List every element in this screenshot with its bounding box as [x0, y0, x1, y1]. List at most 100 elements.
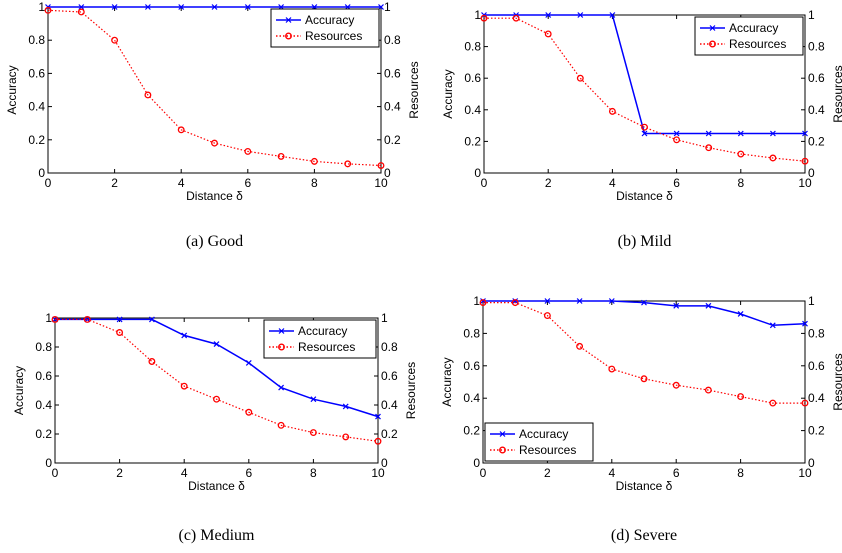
x-tick-label: 0 — [52, 466, 59, 480]
data-point-marker — [769, 154, 777, 162]
y-right-tick-label: 0.2 — [808, 424, 825, 438]
data-point-marker — [673, 302, 680, 309]
x-tick-label: 2 — [111, 176, 118, 190]
y-right-tick-label: 0.4 — [381, 398, 398, 412]
x-tick-label: 10 — [798, 466, 812, 480]
x-tick-label: 10 — [798, 176, 812, 190]
marker-stroke — [769, 322, 776, 329]
x-tick-label: 4 — [609, 176, 616, 190]
y-right-tick-label: 1 — [808, 294, 815, 308]
data-point-marker — [44, 6, 52, 14]
marker-stroke — [577, 12, 584, 18]
data-point-marker — [245, 360, 252, 366]
data-point-marker — [181, 332, 188, 339]
data-point-marker — [342, 433, 350, 441]
data-point-marker — [641, 299, 647, 306]
data-point-marker — [672, 381, 680, 389]
series-line-resources — [55, 318, 379, 442]
y-right-tick-label: 0.8 — [808, 326, 825, 340]
legend-label: Resources — [729, 37, 786, 51]
marker-stroke — [705, 130, 712, 137]
data-point-marker — [704, 386, 712, 394]
y-left-tick-label: 0.2 — [28, 133, 45, 147]
data-point-marker — [83, 316, 91, 323]
data-point-marker — [705, 130, 712, 137]
data-point-marker — [802, 130, 808, 137]
data-point-marker — [51, 316, 59, 323]
x-tick-label: 4 — [178, 176, 185, 190]
legend-label: Resources — [519, 443, 576, 457]
y-right-tick-label: 0.8 — [384, 33, 401, 47]
y-left-tick-label: 0.2 — [464, 134, 481, 148]
marker-stroke — [181, 332, 188, 339]
data-point-marker — [177, 126, 185, 134]
x-tick-label: 2 — [116, 466, 123, 480]
data-point-marker — [111, 4, 118, 10]
x-tick-label: 8 — [311, 176, 318, 190]
data-point-marker — [144, 4, 151, 10]
x-tick-label: 0 — [480, 466, 487, 480]
x-tick-label: 4 — [608, 466, 615, 480]
marker-stroke — [245, 360, 252, 366]
x-tick-label: 2 — [545, 176, 552, 190]
marker-stroke — [705, 302, 712, 309]
data-point-marker — [640, 375, 648, 383]
legend-marker — [499, 446, 506, 454]
data-point-marker — [576, 74, 584, 82]
data-point-marker — [705, 302, 712, 309]
x-tick-label: 6 — [245, 466, 252, 480]
y-right-tick-label: 0.6 — [381, 369, 398, 383]
data-point-marker — [144, 91, 152, 99]
y-right-tick-label: 1 — [808, 8, 815, 22]
y-left-tick-label: 1 — [474, 8, 481, 22]
data-point-marker — [244, 4, 251, 10]
x-tick-label: 6 — [673, 176, 680, 190]
x-tick-label: 6 — [244, 176, 251, 190]
legend-label: Resources — [305, 29, 362, 43]
data-point-marker — [148, 358, 156, 365]
data-point-marker — [479, 299, 487, 307]
data-point-marker — [310, 396, 317, 403]
data-point-marker — [111, 36, 119, 44]
data-point-marker — [576, 342, 584, 350]
data-point-marker — [77, 8, 85, 16]
marker-stroke — [545, 12, 552, 18]
marker-stroke — [211, 4, 218, 10]
legend-label: Resources — [298, 340, 355, 354]
y-right-tick-label: 0.6 — [808, 359, 825, 373]
data-point-marker — [178, 4, 185, 10]
y-right-tick-label: 0 — [808, 166, 815, 180]
data-point-marker — [375, 413, 381, 420]
data-point-marker — [116, 316, 123, 323]
data-point-marker — [211, 139, 218, 147]
x-tick-label: 8 — [737, 466, 744, 480]
marker-stroke — [310, 396, 317, 403]
x-tick-label: 4 — [181, 466, 188, 480]
data-point-marker — [543, 312, 551, 320]
data-point-marker — [377, 162, 385, 169]
data-point-marker — [608, 107, 616, 115]
panel-caption: (d) Severe — [611, 527, 677, 544]
legend-marker — [278, 328, 285, 334]
legend-label: Accuracy — [298, 324, 347, 338]
data-point-marker — [344, 160, 352, 168]
y-left-tick-label: 0.8 — [463, 326, 480, 340]
series-line-resources — [47, 9, 382, 167]
data-point-marker — [245, 408, 253, 416]
y-right-tick-label: 0.4 — [808, 103, 825, 117]
data-point-marker — [310, 157, 318, 165]
x-tick-label: 0 — [45, 176, 52, 190]
y-right-tick-label: 0.2 — [808, 134, 825, 148]
data-point-marker — [78, 4, 85, 10]
data-point-marker — [480, 298, 486, 304]
y-right-tick-label: 0.6 — [384, 66, 401, 80]
y-left-tick-label: 0.6 — [35, 369, 52, 383]
marker-stroke — [641, 130, 648, 137]
data-point-marker — [278, 384, 285, 391]
legend-marker — [285, 32, 292, 40]
legend: Accuracy Resources — [694, 16, 804, 56]
data-point-marker — [737, 150, 745, 158]
data-point-marker — [512, 14, 520, 22]
y-left-tick-label: 0.6 — [464, 71, 481, 85]
marker-stroke — [144, 4, 151, 10]
